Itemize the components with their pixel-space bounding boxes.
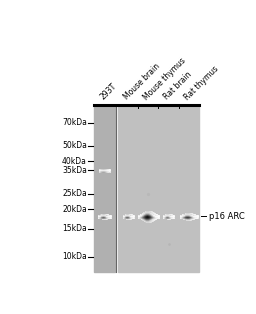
Text: 15kDa: 15kDa [62, 225, 87, 233]
Text: 293T: 293T [98, 82, 118, 102]
Text: Mouse brain: Mouse brain [122, 62, 162, 102]
Text: 20kDa: 20kDa [62, 204, 87, 214]
Bar [93, 106, 115, 272]
Text: Mouse thymus: Mouse thymus [142, 56, 188, 102]
Text: Rat thymus: Rat thymus [182, 64, 220, 102]
Text: 40kDa: 40kDa [62, 157, 87, 166]
Bar [118, 106, 199, 272]
Text: 35kDa: 35kDa [62, 166, 87, 175]
Text: p16 ARC: p16 ARC [209, 212, 244, 221]
Text: 70kDa: 70kDa [62, 118, 87, 127]
Text: 25kDa: 25kDa [62, 189, 87, 198]
Text: 10kDa: 10kDa [62, 252, 87, 261]
Text: Rat brain: Rat brain [162, 70, 194, 102]
Text: 50kDa: 50kDa [62, 141, 87, 150]
